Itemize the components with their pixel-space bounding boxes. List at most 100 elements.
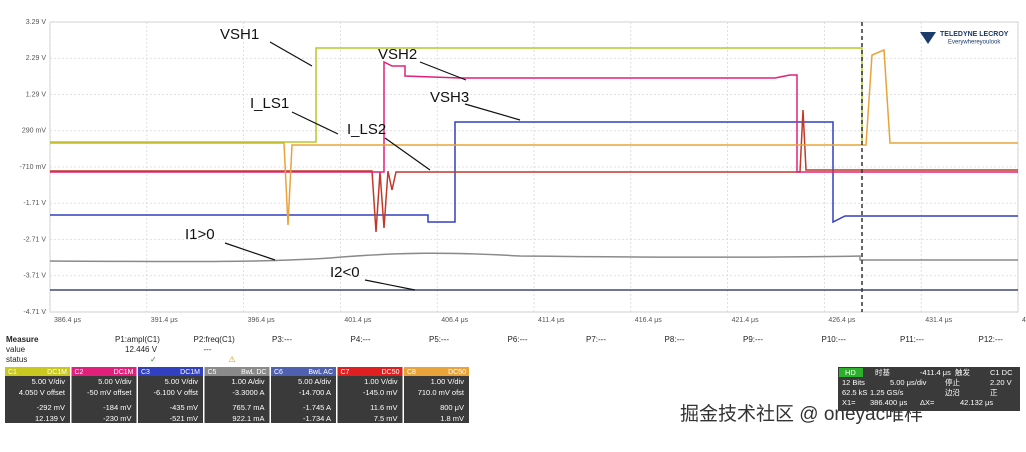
annotation: I_LS1 bbox=[250, 95, 289, 112]
timebase-value: 5.00 μs/div bbox=[890, 378, 927, 387]
channel-value: 765.7 mA bbox=[232, 403, 264, 412]
channel-value: -292 mV bbox=[37, 403, 65, 412]
channel-coupling: DC1M bbox=[114, 369, 134, 376]
timebase-value: 62.5 kS bbox=[842, 388, 867, 397]
timebase-value: X1= bbox=[842, 398, 856, 407]
channel-id: C8 bbox=[407, 369, 416, 376]
measure-column: P2:freq(C1) bbox=[194, 335, 236, 344]
trace-c6 bbox=[49, 252, 1018, 263]
channel-box bbox=[71, 367, 137, 423]
channel-coupling: DC50 bbox=[448, 369, 466, 376]
measure-row-label: status bbox=[6, 355, 27, 364]
timebase-value: 正 bbox=[990, 388, 998, 397]
y-tick-label: -1.71 V bbox=[23, 200, 46, 207]
channel-value: -184 mV bbox=[103, 403, 131, 412]
channel-value: 5.00 V/div bbox=[98, 377, 132, 386]
x-tick-label: 401.4 μs bbox=[344, 317, 371, 324]
channel-value: -1.734 A bbox=[303, 414, 331, 423]
channel-value: 5.00 A/div bbox=[298, 377, 331, 386]
timebase-value: HD bbox=[845, 368, 856, 377]
x-tick-label: 416.4 μs bbox=[635, 317, 662, 324]
x-tick-label: 421.4 μs bbox=[732, 317, 759, 324]
y-tick-label: 290 mV bbox=[22, 128, 46, 135]
y-tick-label: 2.29 V bbox=[26, 55, 47, 62]
measure-column: P6:--- bbox=[508, 335, 528, 344]
channel-box bbox=[204, 367, 270, 423]
trace-c3 bbox=[50, 121, 1018, 224]
channel-value: -145.0 mV bbox=[363, 388, 398, 397]
channel-value: -1.745 A bbox=[303, 403, 331, 412]
measure-row-label: value bbox=[6, 345, 26, 354]
timebase-value: 12 Bits bbox=[842, 378, 865, 387]
channel-header bbox=[5, 367, 70, 376]
channel-value: 1.00 V/div bbox=[364, 377, 398, 386]
channel-header bbox=[204, 367, 270, 376]
measure-column: P9:--- bbox=[743, 335, 763, 344]
channel-value: 12.139 V bbox=[35, 414, 65, 423]
annotation: VSH2 bbox=[378, 46, 417, 63]
measure-column: P5:--- bbox=[429, 335, 449, 344]
channel-box bbox=[5, 367, 70, 423]
arrow bbox=[384, 137, 431, 171]
measure-column: P7:--- bbox=[586, 335, 606, 344]
timebase-value: 触发 bbox=[955, 367, 970, 377]
channel-value: 1.00 A/div bbox=[232, 377, 265, 386]
x-tick-label: 406.4 μs bbox=[441, 317, 468, 324]
channel-header bbox=[138, 367, 203, 376]
channel-value: 4.050 V offset bbox=[19, 388, 66, 397]
measure-column: P1:ampl(C1) bbox=[115, 335, 160, 344]
channel-coupling: DC50 bbox=[382, 369, 400, 376]
channel-value: -6.100 V offst bbox=[154, 388, 199, 397]
channel-id: C7 bbox=[341, 369, 350, 376]
channel-value: -521 mV bbox=[170, 414, 198, 423]
channel-box bbox=[138, 367, 203, 423]
annotation: VSH3 bbox=[430, 89, 469, 106]
timebase-value: 386.400 μs bbox=[870, 398, 908, 407]
channel-coupling: BwL DC bbox=[241, 369, 266, 376]
measure-column: P11:--- bbox=[900, 335, 924, 344]
channel-value: -435 mV bbox=[170, 403, 198, 412]
channel-coupling: BwL AC bbox=[308, 369, 333, 376]
measure-column: P8:--- bbox=[665, 335, 685, 344]
annotation: I2<0 bbox=[330, 264, 360, 281]
arrow bbox=[364, 279, 416, 291]
hd-badge bbox=[839, 368, 863, 377]
channel-value: 922.1 mA bbox=[232, 414, 264, 423]
channel-id: C2 bbox=[75, 369, 84, 376]
channel-header bbox=[404, 367, 469, 376]
grid bbox=[49, 21, 1019, 313]
annotation: I1>0 bbox=[185, 226, 215, 243]
x-tick-label: 411.4 μs bbox=[538, 317, 565, 324]
channel-value: 1.8 mV bbox=[440, 414, 464, 423]
y-tick-label: -710 mV bbox=[20, 164, 47, 171]
channel-box bbox=[404, 367, 469, 423]
logo-brand: TELEDYNE LECROY bbox=[940, 31, 1009, 38]
waveforms bbox=[49, 22, 1018, 312]
timebase-value: C1 DC bbox=[990, 368, 1013, 377]
timebase-value: -411.4 μs bbox=[920, 368, 951, 377]
trace-c8 bbox=[50, 48, 1018, 226]
y-tick-label: -4.71 V bbox=[23, 309, 46, 316]
logo-tagline: Everywhereyoulook bbox=[948, 40, 1001, 46]
arrow bbox=[464, 103, 521, 121]
channel-header bbox=[71, 367, 137, 376]
measure-value: --- bbox=[204, 345, 212, 354]
measure-row-label: Measure bbox=[6, 335, 39, 344]
annotation: VSH1 bbox=[220, 26, 259, 43]
x-tick-label: 396.4 μs bbox=[248, 317, 275, 324]
trace-c2 bbox=[50, 60, 1018, 173]
measure-value: 12.446 V bbox=[125, 345, 158, 354]
channel-value: -14.700 A bbox=[299, 388, 331, 397]
timebase-value: ΔX= bbox=[920, 398, 935, 407]
channel-id: C3 bbox=[141, 369, 150, 376]
channel-id: C5 bbox=[208, 369, 217, 376]
annotation: I_LS2 bbox=[347, 121, 386, 138]
channel-value: 5.00 V/div bbox=[32, 377, 66, 386]
logo-icon bbox=[920, 32, 936, 44]
channel-header bbox=[337, 367, 403, 376]
arrows bbox=[224, 41, 521, 291]
timebase-value: 时基 bbox=[875, 367, 890, 377]
arrow bbox=[419, 61, 467, 81]
y-tick-label: 3.29 V bbox=[26, 19, 47, 26]
channel-value: 1.00 V/div bbox=[431, 377, 465, 386]
